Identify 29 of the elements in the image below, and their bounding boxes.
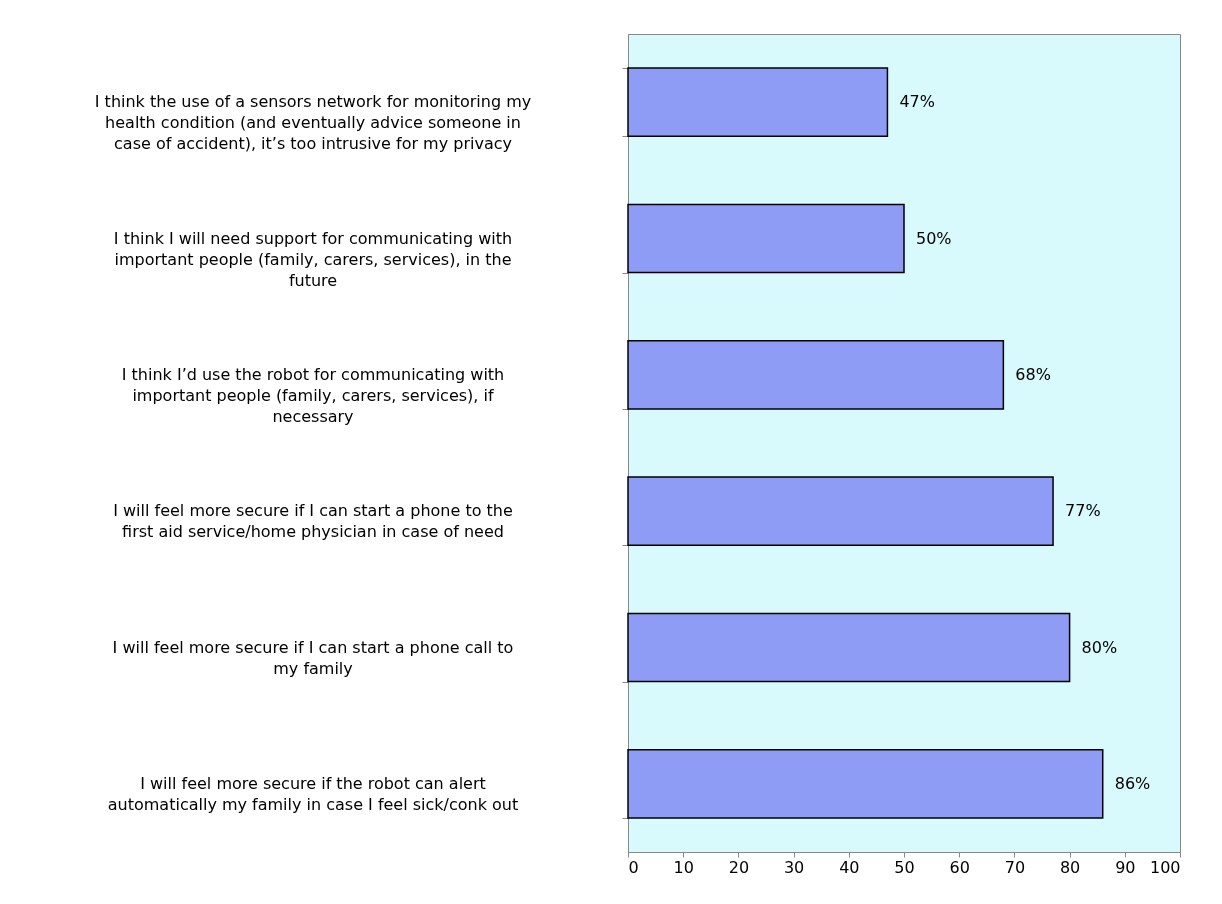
x-tick-label: 80 [1059,857,1081,877]
bar [627,203,905,274]
data-label: 68% [1015,364,1051,384]
y-tick-label: I will feel more secure if the robot can alert automatically my family in case I feel sick/conk out [107,773,519,814]
bar [627,476,1054,546]
bar [627,67,889,137]
x-tick-label: 100 [1149,857,1181,877]
bar [627,340,1005,410]
y-tick-label: I think I’d use the robot for communicating with important people (family, carers, services), if necessary [121,364,505,426]
y-tick-label: I think I will need support for communicating with important people (family, carers, services), in the future [113,228,513,290]
x-tick-label: 0 [628,857,639,877]
x-tick-label: 40 [839,857,860,877]
data-label: 77% [1065,501,1101,521]
data-label: 80% [1081,637,1118,657]
y-tick-label: I will feel more secure if I can start a phone to the first aid service/home physician in case of need [113,501,513,542]
x-tick-label: 90 [1115,857,1136,877]
x-tick-label: 50 [894,857,915,877]
x-tick-label: 20 [728,857,750,877]
data-label: 50% [916,228,952,248]
bar [627,749,1104,819]
data-label: 86% [1114,773,1151,793]
y-tick-label: I will feel more secure if I can start a phone call to my family [112,637,514,678]
x-tick-label: 60 [949,857,970,877]
x-tick-label: 70 [1004,857,1026,877]
bar [627,612,1071,683]
x-tick-label: 30 [783,857,805,877]
x-tick-label: 10 [673,857,694,877]
data-label: 47% [899,92,935,112]
y-tick-label: I think the use of a sensors network for monitoring my health condition (and eventually advice someone in case of accident), it’s too intrusive for my privacy [94,92,532,154]
